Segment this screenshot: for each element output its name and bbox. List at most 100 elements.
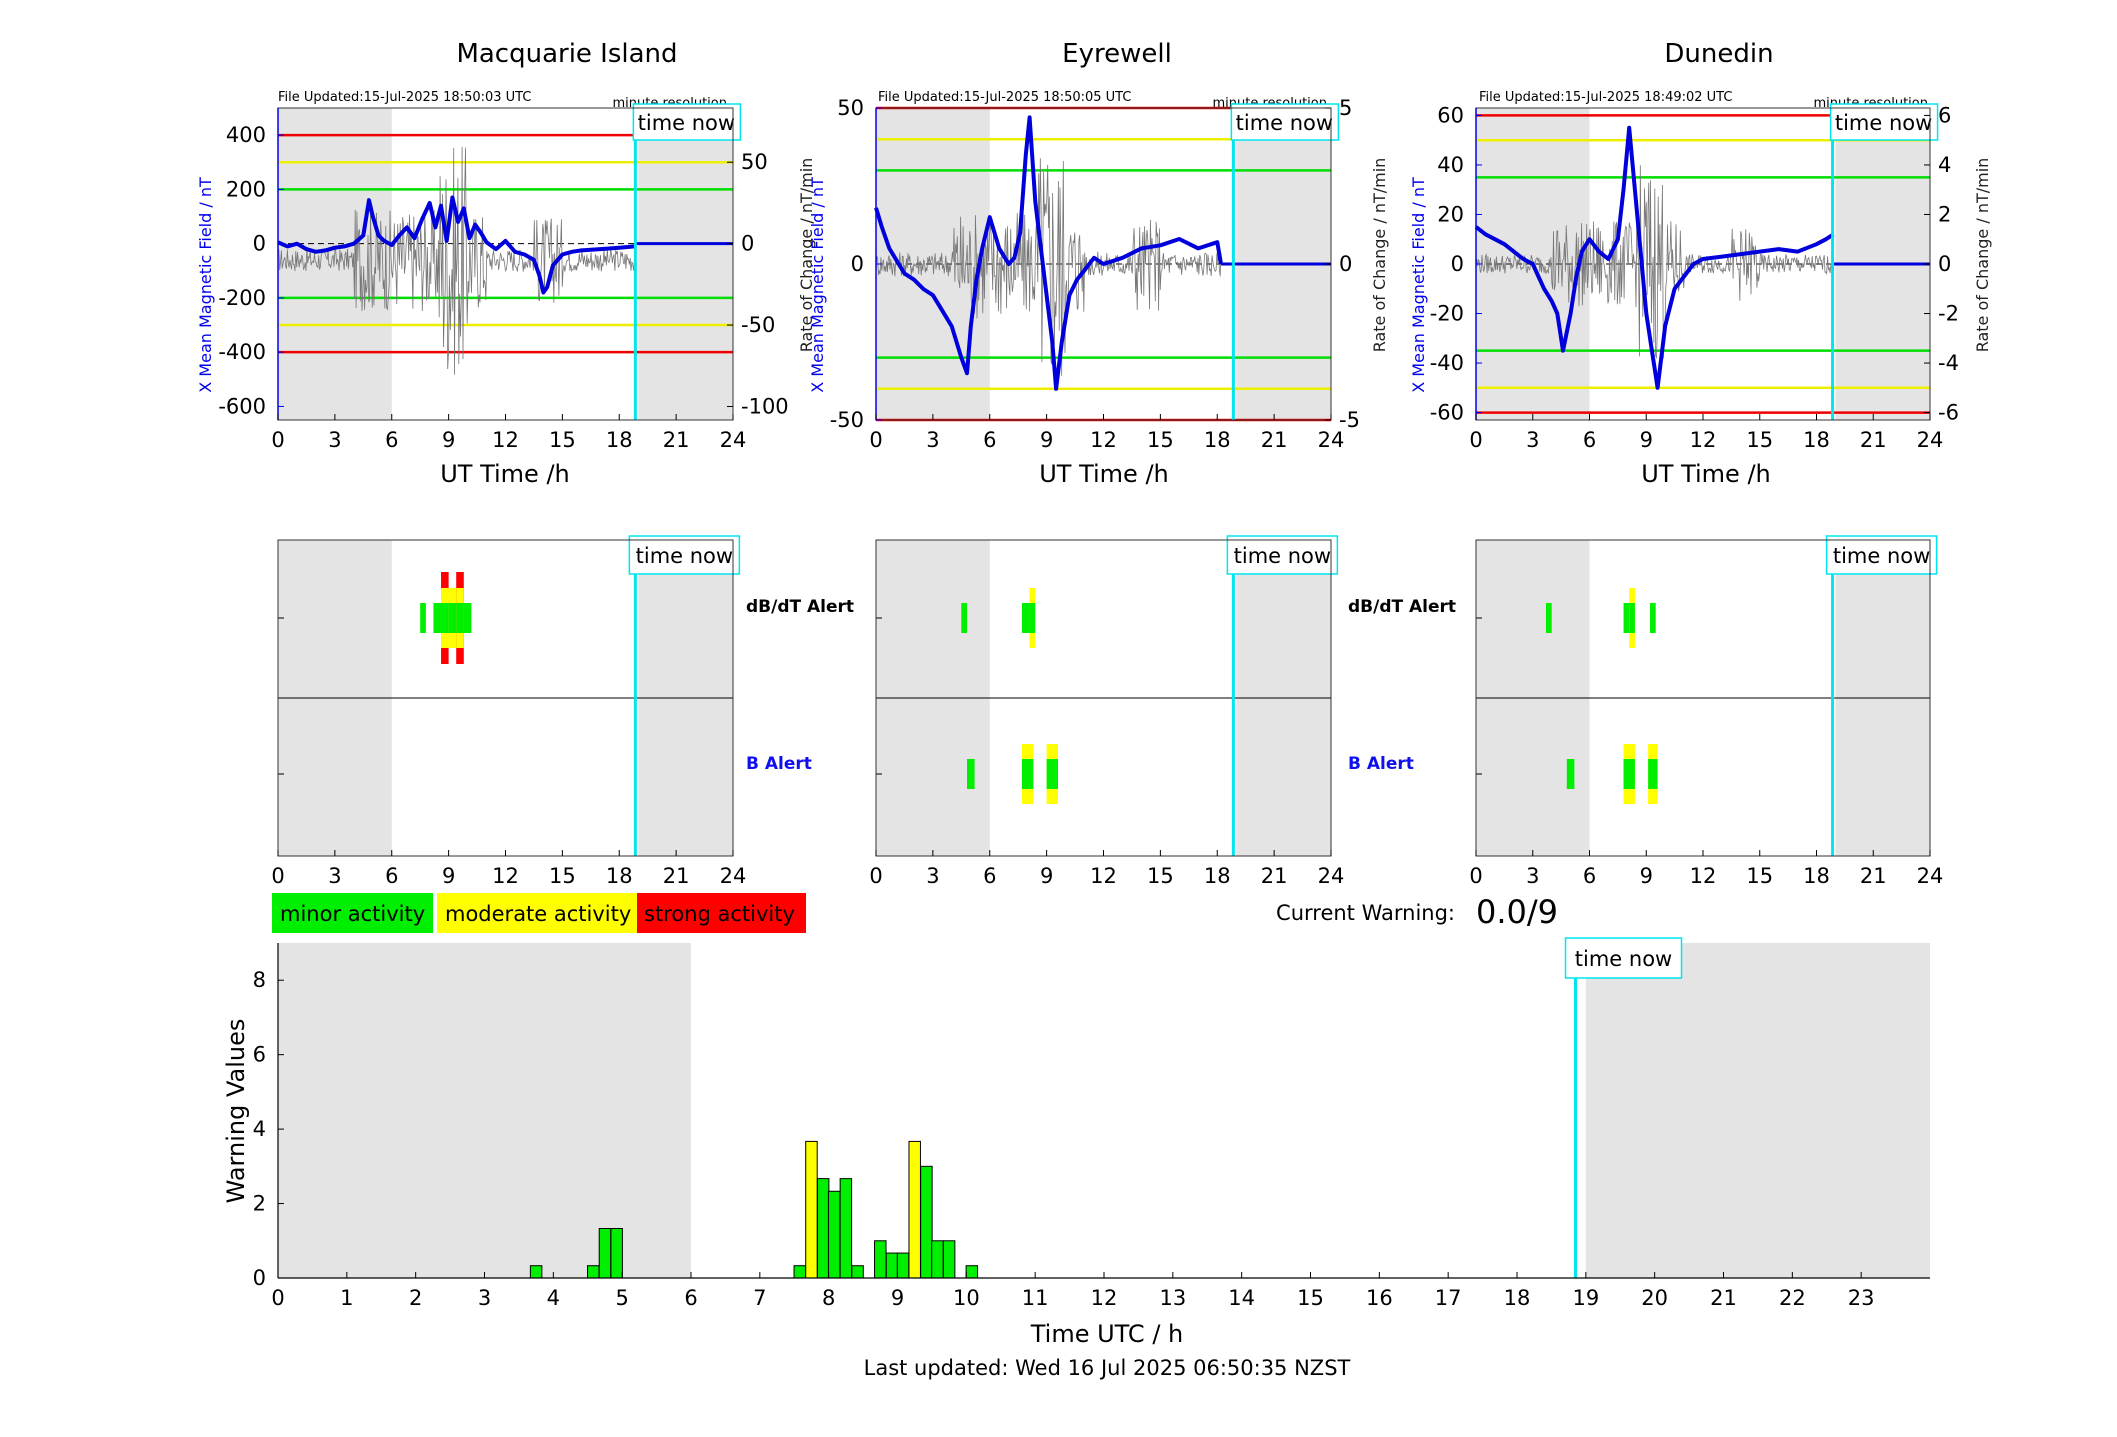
x-tick-label: 9 (1640, 428, 1653, 452)
alert-bar-minor (1021, 603, 1030, 633)
x-tick-label: 12 (492, 428, 519, 452)
time-now-box (632, 103, 742, 141)
y2-tick-label: 5 (1339, 96, 1352, 120)
station-title-macquarie: Macquarie Island (456, 39, 677, 69)
warning-bar (805, 1140, 818, 1279)
station-title-eyrewell: Eyrewell (1062, 39, 1172, 69)
warning-bar (610, 1227, 623, 1279)
alert-bar-minor (1623, 759, 1635, 789)
x-tick-label: 15 (549, 428, 576, 452)
x-tick-label: 18 (1504, 1286, 1531, 1310)
alert-bar-minor (1029, 603, 1036, 633)
y-tick-label: 200 (226, 177, 266, 201)
warning-bar (896, 1252, 910, 1279)
x-tick-label: 6 (385, 428, 398, 452)
warning-bar (793, 1265, 806, 1279)
alert-bar-minor (961, 603, 967, 633)
warning-bar (931, 1240, 944, 1279)
x-tick-label: 3 (926, 864, 939, 888)
y2-tick-label: 6 (1938, 103, 1951, 127)
y2-tick-label: 2 (1938, 202, 1951, 226)
y-tick-label: 400 (226, 123, 266, 147)
legend-label-minor: minor activity (280, 902, 425, 926)
y2-tick-label: 50 (741, 150, 768, 174)
x-tick-label: 21 (1261, 864, 1288, 888)
dbdt-alert-label: dB/dT Alert (1348, 597, 1456, 617)
x-mean-field-series (277, 195, 635, 295)
x-tick-label: 15 (1297, 1286, 1324, 1310)
x-tick-label: 18 (1204, 864, 1231, 888)
x-tick-label: 16 (1366, 1286, 1393, 1310)
x-tick-label: 1 (340, 1286, 353, 1310)
y-axis-label-macquarie: X Mean Magnetic Field / nT (196, 177, 215, 393)
x-tick-label: 6 (983, 864, 996, 888)
x-tick-label: 9 (1040, 428, 1053, 452)
y-tick-label: -600 (218, 394, 266, 418)
alert-panel-dunedin: time now 0 3 6 9 12 15 18 21 24 (1469, 535, 1943, 888)
x-tick-label: 0 (869, 428, 882, 452)
x-tick-label: 21 (1261, 428, 1288, 452)
y2-tick-label: -100 (741, 394, 789, 418)
x-tick-label: 12 (1690, 864, 1717, 888)
y-tick-label: 60 (1437, 103, 1464, 127)
x-tick-label: 7 (753, 1286, 766, 1310)
x-tick-label: 15 (549, 864, 576, 888)
y-tick-label: 6 (253, 1043, 266, 1067)
x-tick-label: 22 (1779, 1286, 1806, 1310)
file-updated-eyrewell: File Updated:15-Jul-2025 18:50:05 UTC (878, 90, 1131, 105)
x-tick-label: 9 (891, 1286, 904, 1310)
x-tick-label: 12 (1090, 428, 1117, 452)
x-tick-label: 12 (1690, 428, 1717, 452)
x-tick-label: 12 (1090, 864, 1117, 888)
warning-bar (827, 1190, 841, 1279)
file-updated-dunedin: File Updated:15-Jul-2025 18:49:02 UTC (1479, 90, 1732, 105)
alert-bar-minor (456, 603, 464, 633)
x-tick-label: 15 (1746, 864, 1773, 888)
y-tick-label: -20 (1430, 302, 1464, 326)
time-now-label: time now (1833, 544, 1930, 568)
time-now-label: time now (1575, 947, 1672, 971)
x-tick-label: 0 (869, 864, 882, 888)
x-tick-label: 9 (1040, 864, 1053, 888)
x-tick-label: 12 (492, 864, 519, 888)
x-tick-label: 17 (1435, 1286, 1462, 1310)
warning-bar (816, 1178, 830, 1279)
legend-swatch-moderate (437, 893, 637, 933)
x-tick-label: 10 (953, 1286, 980, 1310)
x-tick-label: 6 (1583, 864, 1596, 888)
x-tick-label: 0 (1469, 428, 1482, 452)
x-tick-label: 24 (1318, 428, 1345, 452)
y2-tick-label: -2 (1938, 302, 1959, 326)
alert-bar-minor (441, 603, 449, 633)
x-tick-label: 3 (926, 428, 939, 452)
dbdt-alert-label: dB/dT Alert (746, 597, 854, 617)
warning-bar (839, 1178, 853, 1279)
x-tick-label: 19 (1572, 1286, 1599, 1310)
alert-bar-minor (1046, 759, 1058, 789)
x-tick-label: 24 (720, 864, 747, 888)
b-alert-label: B Alert (746, 754, 812, 774)
x-tick-label: 3 (328, 428, 341, 452)
x-tick-label: 9 (1640, 864, 1653, 888)
rate-of-change-series (875, 158, 1222, 376)
warning-bar (965, 1265, 979, 1279)
x-tick-label: 3 (1526, 428, 1539, 452)
alert-bar-minor (1545, 603, 1552, 633)
x-tick-label: 12 (1091, 1286, 1118, 1310)
y2-tick-label: -50 (741, 313, 775, 337)
x-axis-label-dunedin: UT Time /h (1641, 460, 1771, 488)
x-tick-label: 0 (271, 1286, 284, 1310)
legend-swatch-minor (272, 893, 433, 933)
x-tick-label: 24 (720, 428, 747, 452)
x-tick-label: 2 (409, 1286, 422, 1310)
y2-tick-label: -4 (1938, 351, 1959, 375)
legend-label-strong: strong activity (644, 902, 795, 926)
alert-bar-minor (1650, 603, 1656, 633)
x-tick-label: 21 (1710, 1286, 1737, 1310)
y2-tick-label: 0 (1339, 252, 1352, 276)
current-warning-value: 0.0/9 (1476, 893, 1558, 931)
x-mean-field-series (874, 115, 1223, 391)
x-tick-label: 3 (328, 864, 341, 888)
x-tick-label: 3 (478, 1286, 491, 1310)
time-now-label: time now (1835, 111, 1932, 135)
